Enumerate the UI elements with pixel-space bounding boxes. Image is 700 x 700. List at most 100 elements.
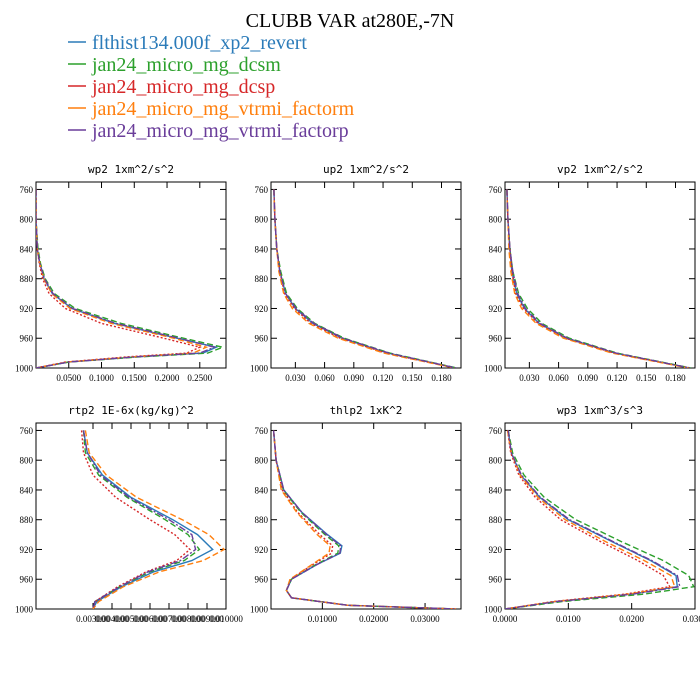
series-line [272,430,456,609]
x-tick-label: 0.150 [402,373,423,383]
series-line [84,430,226,609]
series-line [273,189,458,368]
series-line [36,189,217,368]
series-line [272,430,456,609]
x-tick-label: 0.009000 [190,614,224,624]
y-tick-label: 800 [255,456,269,466]
x-tick-label: 0.005000 [114,614,148,624]
y-tick-label: 760 [255,185,269,195]
y-tick-label: 1000 [15,605,34,615]
series-line [273,189,456,368]
series-line [505,430,695,609]
panel: up2 1xm^2/s^2 760 800 840 880 920 960 1000 0.030… [250,163,462,383]
y-tick-label: 760 [489,426,503,436]
legend-label: jan24_micro_mg_vtrmi_factorp [91,120,349,142]
series-line [36,189,202,368]
series-line [506,189,692,368]
y-tick-label: 760 [20,426,34,436]
y-tick-label: 880 [20,274,34,284]
x-tick-label: 0.0500 [56,373,81,383]
legend-label: flthist134.000f_xp2_revert [92,32,307,54]
x-tick-label: 0.0000 [493,614,518,624]
series-line [506,189,690,368]
y-tick-label: 800 [20,456,34,466]
figure-title: CLUBB VAR at280E,-7N [246,10,455,32]
x-tick-label: 0.060 [314,373,335,383]
panel: thlp2 1xK^2 760 800 840 880 920 960 1000 0.01000… [250,404,462,624]
x-tick-label: 0.010000 [209,614,243,624]
x-tick-label: 0.1500 [122,373,147,383]
x-tick-label: 0.007000 [152,614,186,624]
series-line [82,430,214,609]
panel: wp2 1xm^2/s^2 760 800 840 880 920 960 1000 0.050… [15,163,227,383]
series-line [273,189,457,368]
x-tick-label: 0.2000 [155,373,180,383]
x-tick-label: 0.006000 [133,614,167,624]
x-tick-label: 0.060 [548,373,569,383]
plot-frame [35,422,227,610]
legend-label: jan24_micro_mg_dcsm [91,54,281,76]
x-tick-label: 0.120 [607,373,628,383]
y-tick-label: 960 [20,575,34,585]
series-line [82,430,197,609]
y-tick-label: 800 [489,456,503,466]
series-line [505,430,681,609]
y-tick-label: 840 [20,244,34,254]
legend-entry: flthist134.000f_xp2_revert [68,32,307,54]
x-tick-label: 0.03000 [410,614,440,624]
legend-entry: jan24_micro_mg_dcsm [68,54,281,76]
x-tick-label: 0.030 [519,373,540,383]
series-line [272,430,456,609]
y-tick-label: 920 [255,304,269,314]
legend-entry: jan24_micro_mg_vtrmi_factorp [68,120,349,142]
y-tick-label: 880 [255,515,269,525]
y-tick-label: 880 [489,274,503,284]
series-line [506,189,689,368]
panel-title: wp2 1xm^2/s^2 [88,163,174,176]
y-tick-label: 920 [255,545,269,555]
x-tick-label: 0.030 [285,373,306,383]
panel-title: up2 1xm^2/s^2 [323,163,409,176]
x-tick-label: 0.180 [665,373,686,383]
panel: rtp2 1E-6x(kg/kg)^2 760 800 840 880 920 960 100… [15,404,243,624]
y-tick-label: 880 [489,515,503,525]
x-tick-label: 0.180 [431,373,452,383]
y-tick-label: 1000 [250,364,269,374]
y-tick-label: 1000 [15,364,34,374]
y-tick-label: 920 [489,545,503,555]
x-tick-label: 0.0100 [556,614,581,624]
series-line [505,430,676,609]
y-tick-label: 760 [255,426,269,436]
legend-label: jan24_micro_mg_dcsp [91,76,275,98]
y-tick-label: 960 [255,334,269,344]
x-tick-label: 0.0200 [619,614,644,624]
plot-frame [504,181,696,369]
plot-frame [270,181,462,369]
series-line [506,189,691,368]
plot-frame [270,422,462,610]
panel-title: wp3 1xm^3/s^3 [557,404,643,417]
panel-title: rtp2 1E-6x(kg/kg)^2 [68,404,194,417]
panel: wp3 1xm^3/s^3 760 800 840 880 920 960 10000.000… [484,404,700,624]
panels: wp2 1xm^2/s^2 760 800 840 880 920 960 1000 0.050… [15,163,700,624]
x-tick-label: 0.120 [373,373,394,383]
x-tick-label: 0.2500 [187,373,212,383]
legend-entry: jan24_micro_mg_vtrmi_factorm [68,98,355,120]
series-line [36,189,209,368]
x-tick-label: 0.01000 [308,614,338,624]
y-tick-label: 920 [20,545,34,555]
y-tick-label: 800 [20,215,34,225]
series-line [506,189,691,368]
y-tick-label: 920 [489,304,503,314]
legend-entry: jan24_micro_mg_dcsp [68,76,275,98]
x-tick-label: 0.004000 [95,614,129,624]
x-tick-label: 0.090 [344,373,365,383]
legend-label: jan24_micro_mg_vtrmi_factorm [91,98,355,120]
y-tick-label: 960 [489,575,503,585]
x-tick-label: 0.02000 [359,614,389,624]
series-line [273,189,457,368]
y-tick-label: 840 [20,485,34,495]
plot-frame [504,422,696,610]
y-tick-label: 880 [20,515,34,525]
plot-frame [35,181,227,369]
